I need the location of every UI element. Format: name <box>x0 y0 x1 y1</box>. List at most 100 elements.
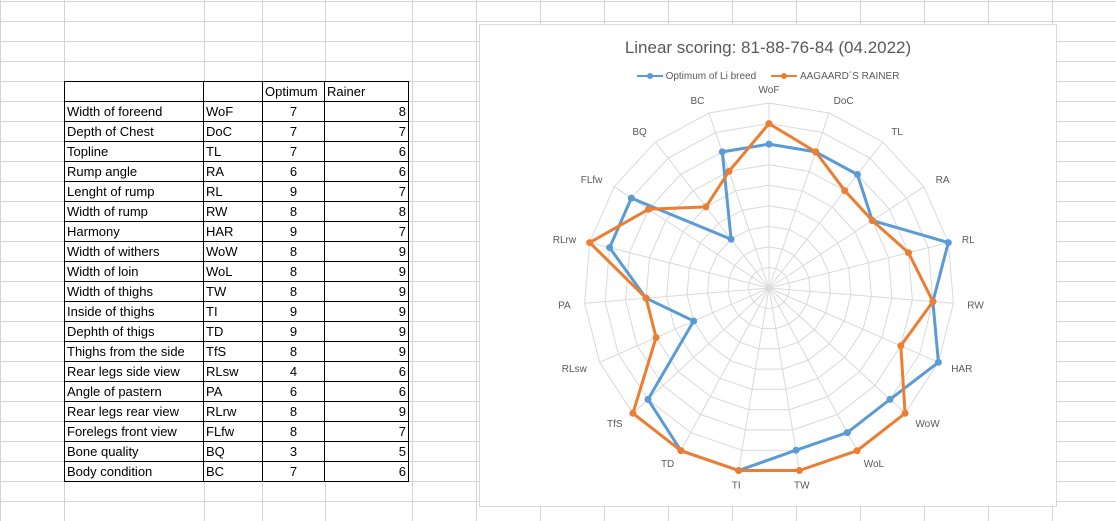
rainer-score-cell[interactable]: 9 <box>324 241 409 262</box>
series-1-point-doc[interactable] <box>812 148 820 156</box>
series-1-point-pa[interactable] <box>642 294 650 302</box>
header-abbr[interactable] <box>203 81 263 102</box>
optimum-score-cell[interactable]: 8 <box>262 421 325 442</box>
optimum-score-cell[interactable]: 6 <box>262 381 325 402</box>
rainer-score-cell[interactable]: 7 <box>324 221 409 242</box>
rainer-score-cell[interactable]: 6 <box>324 141 409 162</box>
series-1-point-rw[interactable] <box>929 298 937 306</box>
optimum-score-cell[interactable]: 9 <box>262 301 325 322</box>
series-1-point-tw[interactable] <box>795 467 803 474</box>
trait-abbr-cell[interactable]: RL <box>203 181 263 202</box>
series-1-point-bq[interactable] <box>702 203 710 211</box>
series-1-point-wow[interactable] <box>901 409 909 417</box>
optimum-score-cell[interactable]: 7 <box>262 461 325 482</box>
trait-name-cell[interactable]: Depth of Chest <box>64 121 204 142</box>
series-0-point-har[interactable] <box>934 358 942 366</box>
optimum-score-cell[interactable]: 8 <box>262 201 325 222</box>
header-optimum[interactable]: Optimum <box>262 81 325 102</box>
trait-name-cell[interactable]: Inside of thighs <box>64 301 204 322</box>
rainer-score-cell[interactable]: 7 <box>324 421 409 442</box>
header-rainer[interactable]: Rainer <box>324 81 409 102</box>
series-1-point-rlsw[interactable] <box>652 334 660 341</box>
series-0-point-rlrw[interactable] <box>606 244 614 252</box>
rainer-score-cell[interactable]: 7 <box>324 181 409 202</box>
optimum-score-cell[interactable]: 6 <box>262 161 325 182</box>
trait-abbr-cell[interactable]: TI <box>203 301 263 322</box>
radar-chart[interactable]: Linear scoring: 81-88-76-84 (04.2022) Op… <box>479 24 1057 507</box>
series-0-point-rlsw[interactable] <box>690 317 698 325</box>
rainer-score-cell[interactable]: 9 <box>324 341 409 362</box>
trait-name-cell[interactable]: Width of loin <box>64 261 204 282</box>
series-1-point-td[interactable] <box>677 447 685 455</box>
series-0-point-wol[interactable] <box>843 429 851 437</box>
series-line-0[interactable] <box>608 142 950 472</box>
trait-abbr-cell[interactable]: TW <box>203 281 263 302</box>
series-1-point-rl[interactable] <box>905 249 912 257</box>
series-0-point-tw[interactable] <box>792 446 800 454</box>
series-1-point-bc[interactable] <box>725 167 733 175</box>
trait-name-cell[interactable]: Width of thighs <box>64 281 204 302</box>
trait-abbr-cell[interactable]: FLfw <box>203 421 263 442</box>
optimum-score-cell[interactable]: 7 <box>262 101 325 122</box>
trait-abbr-cell[interactable]: PA <box>203 381 263 402</box>
optimum-score-cell[interactable]: 9 <box>262 221 325 242</box>
optimum-score-cell[interactable]: 9 <box>262 181 325 202</box>
series-1-point-tl[interactable] <box>841 187 849 195</box>
rainer-score-cell[interactable]: 9 <box>324 281 409 302</box>
optimum-score-cell[interactable]: 9 <box>262 321 325 342</box>
trait-name-cell[interactable]: Thighs from the side <box>64 341 204 362</box>
trait-name-cell[interactable]: Rear legs rear view <box>64 401 204 422</box>
optimum-score-cell[interactable]: 8 <box>262 241 325 262</box>
trait-abbr-cell[interactable]: WoF <box>203 101 263 122</box>
series-0-point-flfw[interactable] <box>627 194 635 202</box>
rainer-score-cell[interactable]: 8 <box>324 201 409 222</box>
series-line-1[interactable] <box>588 122 935 472</box>
optimum-score-cell[interactable]: 4 <box>262 361 325 382</box>
series-0-point-bc[interactable] <box>718 148 726 156</box>
trait-abbr-cell[interactable]: RA <box>203 161 263 182</box>
trait-name-cell[interactable]: Dephth of thigs <box>64 321 204 342</box>
trait-abbr-cell[interactable]: DoC <box>203 121 263 142</box>
rainer-score-cell[interactable]: 7 <box>324 121 409 142</box>
series-1-point-wof[interactable] <box>765 120 773 128</box>
trait-name-cell[interactable]: Body condition <box>64 461 204 482</box>
series-0-point-tfs[interactable] <box>644 395 652 403</box>
rainer-score-cell[interactable]: 6 <box>324 361 409 382</box>
trait-name-cell[interactable]: Rear legs side view <box>64 361 204 382</box>
trait-name-cell[interactable]: Width of withers <box>64 241 204 262</box>
trait-abbr-cell[interactable]: TfS <box>203 341 263 362</box>
optimum-score-cell[interactable]: 3 <box>262 441 325 462</box>
trait-name-cell[interactable]: Angle of pastern <box>64 381 204 402</box>
trait-name-cell[interactable]: Forelegs front view <box>64 421 204 442</box>
trait-name-cell[interactable]: Width of foreend <box>64 101 204 122</box>
trait-abbr-cell[interactable]: RLrw <box>203 401 263 422</box>
rainer-score-cell[interactable]: 9 <box>324 321 409 342</box>
trait-abbr-cell[interactable]: RW <box>203 201 263 222</box>
series-1-point-tfs[interactable] <box>629 409 637 417</box>
trait-name-cell[interactable]: Harmony <box>64 221 204 242</box>
series-1-point-har[interactable] <box>897 342 905 350</box>
rainer-score-cell[interactable]: 6 <box>324 461 409 482</box>
series-0-point-wof[interactable] <box>765 140 773 148</box>
series-1-point-wol[interactable] <box>853 447 861 455</box>
series-0-point-bq[interactable] <box>727 235 735 243</box>
trait-name-cell[interactable]: Bone quality <box>64 441 204 462</box>
rainer-score-cell[interactable]: 9 <box>324 401 409 422</box>
rainer-score-cell[interactable]: 8 <box>324 101 409 122</box>
trait-abbr-cell[interactable]: BQ <box>203 441 263 462</box>
optimum-score-cell[interactable]: 7 <box>262 121 325 142</box>
series-1-point-rlrw[interactable] <box>586 239 594 247</box>
optimum-score-cell[interactable]: 8 <box>262 261 325 282</box>
optimum-score-cell[interactable]: 8 <box>262 281 325 302</box>
series-0-point-wow[interactable] <box>886 395 894 403</box>
optimum-score-cell[interactable]: 7 <box>262 141 325 162</box>
trait-abbr-cell[interactable]: WoL <box>203 261 263 282</box>
rainer-score-cell[interactable]: 5 <box>324 441 409 462</box>
trait-name-cell[interactable]: Lenght of rump <box>64 181 204 202</box>
trait-name-cell[interactable]: Topline <box>64 141 204 162</box>
rainer-score-cell[interactable]: 9 <box>324 301 409 322</box>
trait-abbr-cell[interactable]: TL <box>203 141 263 162</box>
optimum-score-cell[interactable]: 8 <box>262 401 325 422</box>
header-name[interactable] <box>64 81 204 102</box>
rainer-score-cell[interactable]: 9 <box>324 261 409 282</box>
